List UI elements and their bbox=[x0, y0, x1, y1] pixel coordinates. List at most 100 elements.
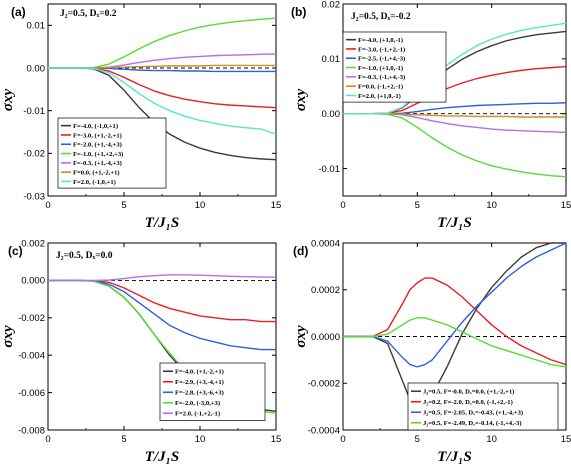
y-tick-label: 0.00 bbox=[27, 63, 46, 74]
x-axis-label: T/J₁S bbox=[437, 215, 471, 231]
x-tick-label: 15 bbox=[561, 434, 571, 445]
x-tick-label: 0 bbox=[45, 200, 50, 211]
legend-entry: F=-2.8, (+3,-6,+3) bbox=[175, 390, 224, 397]
panel-annotation: J₂=0.5, Dₓ=0.0 bbox=[56, 251, 113, 261]
series-line-red bbox=[48, 279, 276, 323]
legend-box bbox=[159, 362, 266, 421]
y-tick-label: 0.0000 bbox=[311, 332, 340, 343]
panel-label: (d) bbox=[293, 244, 308, 258]
legend-box bbox=[342, 31, 447, 103]
series-line-red bbox=[343, 277, 567, 366]
legend-entry: F=-2.5, (-1,+4,-3) bbox=[358, 56, 405, 63]
x-tick-label: 5 bbox=[121, 200, 126, 211]
y-tick-label: -0.0004 bbox=[308, 425, 340, 436]
x-tick-label: 5 bbox=[415, 200, 420, 211]
x-tick-label: 10 bbox=[195, 200, 206, 211]
series-line-red bbox=[343, 65, 567, 115]
legend-entry: F=-4.0, (+1,0,-1) bbox=[358, 37, 403, 44]
series-line-blue bbox=[48, 279, 276, 351]
series-line-cyan bbox=[343, 22, 567, 115]
y-axis-label: σxy bbox=[293, 89, 309, 112]
x-tick-label: 15 bbox=[271, 200, 282, 211]
y-tick-label: 0.02 bbox=[322, 0, 341, 10]
legend-entry: J₂=0.5, F=-0.0, Dₓ=0.0, (+1,-2,+1) bbox=[423, 389, 514, 396]
y-tick-label: -0.01 bbox=[318, 164, 340, 175]
x-tick-label: 0 bbox=[340, 200, 345, 211]
x-tick-label: 5 bbox=[121, 434, 126, 445]
x-tick-label: 10 bbox=[486, 434, 497, 445]
y-tick-label: -0.0002 bbox=[308, 379, 340, 390]
series-line-blue bbox=[343, 242, 567, 368]
y-tick-label: 0.000 bbox=[21, 276, 45, 287]
x-tick-label: 10 bbox=[486, 200, 497, 211]
legend-entry: F=2.0, (-1,0,+1) bbox=[73, 179, 116, 186]
x-tick-label: 0 bbox=[45, 434, 50, 445]
legend-entry: F=-2.0, (-3,0,+3) bbox=[175, 400, 220, 407]
legend-entry: F=-0.3, (-1,+4,-3) bbox=[358, 74, 405, 81]
x-tick-label: 0 bbox=[340, 434, 345, 445]
x-axis-label: T/J₁S bbox=[145, 449, 179, 465]
legend-entry: F=0.0, (+1,-2,+1) bbox=[73, 169, 120, 176]
panel-d: 0 5 10 15 0.0004 0.0002 0.0000 -0.0002 -0.0004 J₂… bbox=[293, 238, 571, 465]
legend-entry: J₂=0.2, F=-2.0, Dₓ=0.0, (-1,+2,-1) bbox=[423, 399, 513, 406]
panel-label: (b) bbox=[291, 5, 306, 19]
series-line-black bbox=[343, 242, 566, 408]
series-line-red bbox=[48, 67, 277, 109]
y-tick-label: -0.004 bbox=[18, 351, 45, 362]
y-tick-label: 0.0002 bbox=[311, 285, 340, 296]
y-tick-label: 0.0004 bbox=[311, 238, 340, 249]
legend-entry: F=-3.0, (+1,-2,+1) bbox=[73, 132, 122, 139]
legend-entry: F=-0.3, (+1,-4,+3) bbox=[73, 160, 122, 167]
y-tick-label: -0.002 bbox=[18, 313, 45, 324]
x-axis-label: T/J₁S bbox=[145, 215, 179, 231]
legend-entry: F=-4.0, (+1,-2,+1) bbox=[175, 369, 224, 376]
panel-b: 0 5 10 15 0.02 0.01 0.00 -0.01 F=-4.0, (+1,0,-1)… bbox=[291, 0, 571, 231]
y-tick-label: 0.01 bbox=[27, 21, 46, 32]
x-tick-label: 10 bbox=[195, 434, 206, 445]
legend-entry: F=-2.0, (+1,-4,+3) bbox=[73, 142, 122, 149]
series-line-green bbox=[343, 113, 567, 178]
series-line-green bbox=[343, 317, 567, 368]
series-line-purple bbox=[48, 274, 277, 282]
y-tick-label: -0.02 bbox=[23, 149, 45, 160]
panel-c: 0 5 10 15 0.002 0.000 -0.002 -0.004 -0.006 -0.008… bbox=[0, 238, 281, 465]
legend-entry: J₂=0.5, F=-2.05, Dₓ=-0.43, (+1,-4,+3) bbox=[423, 410, 523, 417]
series-line-blue bbox=[343, 102, 567, 115]
legend-box bbox=[407, 382, 559, 431]
legend-entry: F=-2.9, (+3,-4,+1) bbox=[175, 379, 224, 386]
y-tick-label: 0.01 bbox=[322, 54, 341, 65]
panel-label: (c) bbox=[8, 244, 23, 258]
legend-box bbox=[57, 117, 167, 189]
panel-annotation: J₂=0.5, Dₓ=-0.2 bbox=[351, 12, 411, 22]
y-axis-label: σxy bbox=[293, 325, 309, 348]
panel-annotation: J₂=0.5, Dₓ=0.2 bbox=[60, 9, 117, 19]
y-tick-label: -0.008 bbox=[18, 425, 45, 436]
series-line-orange bbox=[343, 113, 566, 118]
x-tick-label: 15 bbox=[271, 434, 282, 445]
y-axis-label: σxy bbox=[0, 89, 16, 112]
y-tick-label: 0.002 bbox=[21, 238, 45, 249]
legend-entry: F=-3.0, (-1,+2,-1) bbox=[358, 46, 405, 53]
x-axis-label: T/J₁S bbox=[437, 449, 471, 465]
legend-entry: F=2.0, (+1,0,-1) bbox=[358, 93, 401, 100]
x-tick-label: 5 bbox=[415, 434, 420, 445]
legend-entry: F=-1.0, (+1,0,-1) bbox=[358, 65, 403, 72]
y-tick-label: 0.00 bbox=[322, 109, 341, 120]
legend-entry: F=2.0, (-1,+2,-1) bbox=[175, 411, 220, 418]
series-line-black bbox=[48, 67, 277, 161]
y-tick-label: -0.006 bbox=[18, 388, 45, 399]
series-line-green bbox=[48, 17, 277, 69]
x-tick-label: 15 bbox=[561, 200, 571, 211]
y-tick-label: -0.03 bbox=[23, 191, 45, 202]
series-line-cyan bbox=[48, 67, 277, 135]
panel-a: 0 5 10 15 0.01 0.00 -0.01 -0.02 -0.03 F=-4.0, (-1… bbox=[0, 3, 282, 231]
panel-label: (a) bbox=[11, 5, 26, 19]
series-line-orange bbox=[48, 64, 276, 69]
y-tick-label: -0.01 bbox=[23, 106, 45, 117]
y-axis-label: σxy bbox=[0, 325, 16, 348]
legend-entry: J₂=0.5, F=-2.49, Dₓ=-0.14, (-1,+4,-3) bbox=[423, 420, 522, 427]
legend-entry: F=-4.0, (-1,0,+1) bbox=[73, 123, 118, 130]
legend-entry: F=0.0, (-1,+2,-1) bbox=[358, 83, 403, 90]
legend-entry: F=-1.0, (+1,+2,+3) bbox=[73, 151, 123, 158]
